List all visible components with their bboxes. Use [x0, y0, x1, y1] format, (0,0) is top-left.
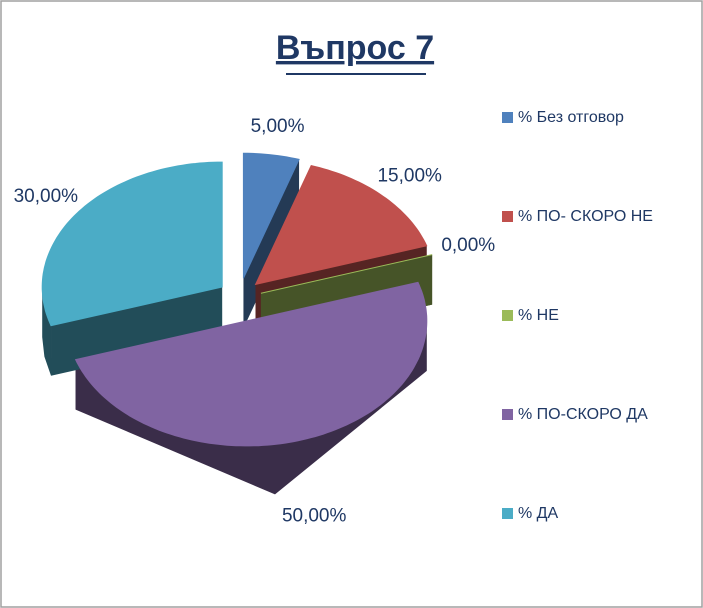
data-label: 30,00%: [14, 186, 79, 207]
slice-wall: [51, 287, 223, 376]
legend-label: % ПО-СКОРО ДА: [518, 406, 648, 423]
data-label: 15,00%: [377, 165, 442, 186]
legend-label: % ДА: [518, 505, 559, 522]
slice: [242, 152, 300, 279]
legend-swatch: [502, 310, 513, 321]
legend-swatch: [502, 112, 513, 123]
data-label: 50,00%: [282, 505, 347, 526]
slice: [254, 165, 428, 286]
legend-label: % Без отговор: [518, 109, 624, 126]
data-label: 0,00%: [441, 235, 495, 256]
legend-label: % ПО- СКОРО НЕ: [518, 208, 653, 225]
legend-label: % НЕ: [518, 307, 559, 324]
legend-swatch: [502, 211, 513, 222]
slice: [260, 254, 433, 294]
slice: [41, 161, 223, 327]
chart-title: Въпрос 7: [276, 29, 434, 67]
slice: [74, 281, 428, 447]
legend-swatch: [502, 508, 513, 519]
data-label: 5,00%: [251, 116, 305, 137]
slice-side: [75, 320, 427, 495]
legend-swatch: [502, 409, 513, 420]
slice-side: [42, 287, 51, 376]
